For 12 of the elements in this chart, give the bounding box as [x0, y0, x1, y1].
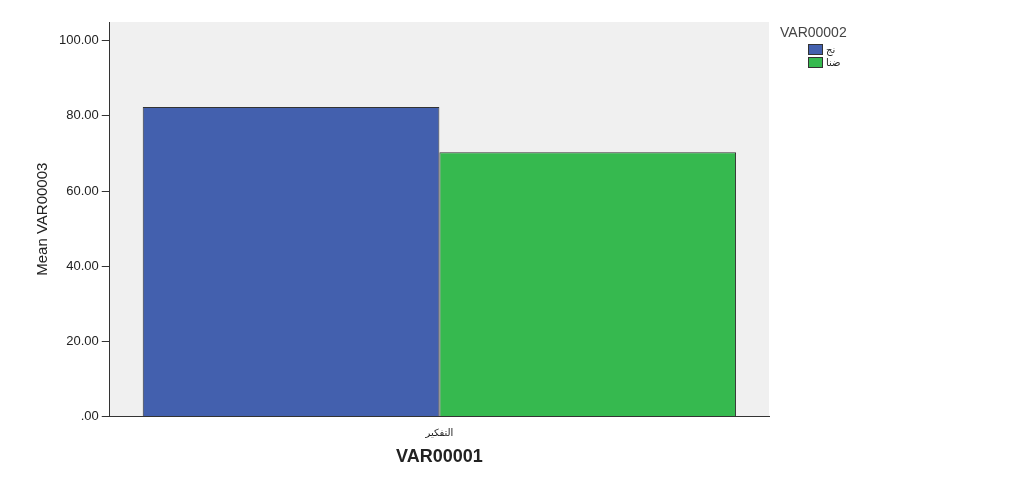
x-axis-title: VAR00001: [396, 446, 483, 467]
legend-label: ضنا: [826, 57, 841, 68]
y-tick-label: 20.00: [66, 332, 99, 348]
y-axis-title: Mean VAR00003: [33, 162, 51, 276]
legend-title: VAR00002: [780, 24, 847, 40]
y-tick-label: 40.00: [66, 257, 99, 273]
text: نج: [826, 44, 836, 55]
x-tick-label: التفكير: [424, 426, 454, 438]
y-tick-label: 100.00: [59, 32, 99, 48]
y-tick-label: 60.00: [66, 182, 99, 198]
y-tick-label: .00: [80, 407, 99, 423]
y-tick-label: 80.00: [66, 107, 99, 123]
